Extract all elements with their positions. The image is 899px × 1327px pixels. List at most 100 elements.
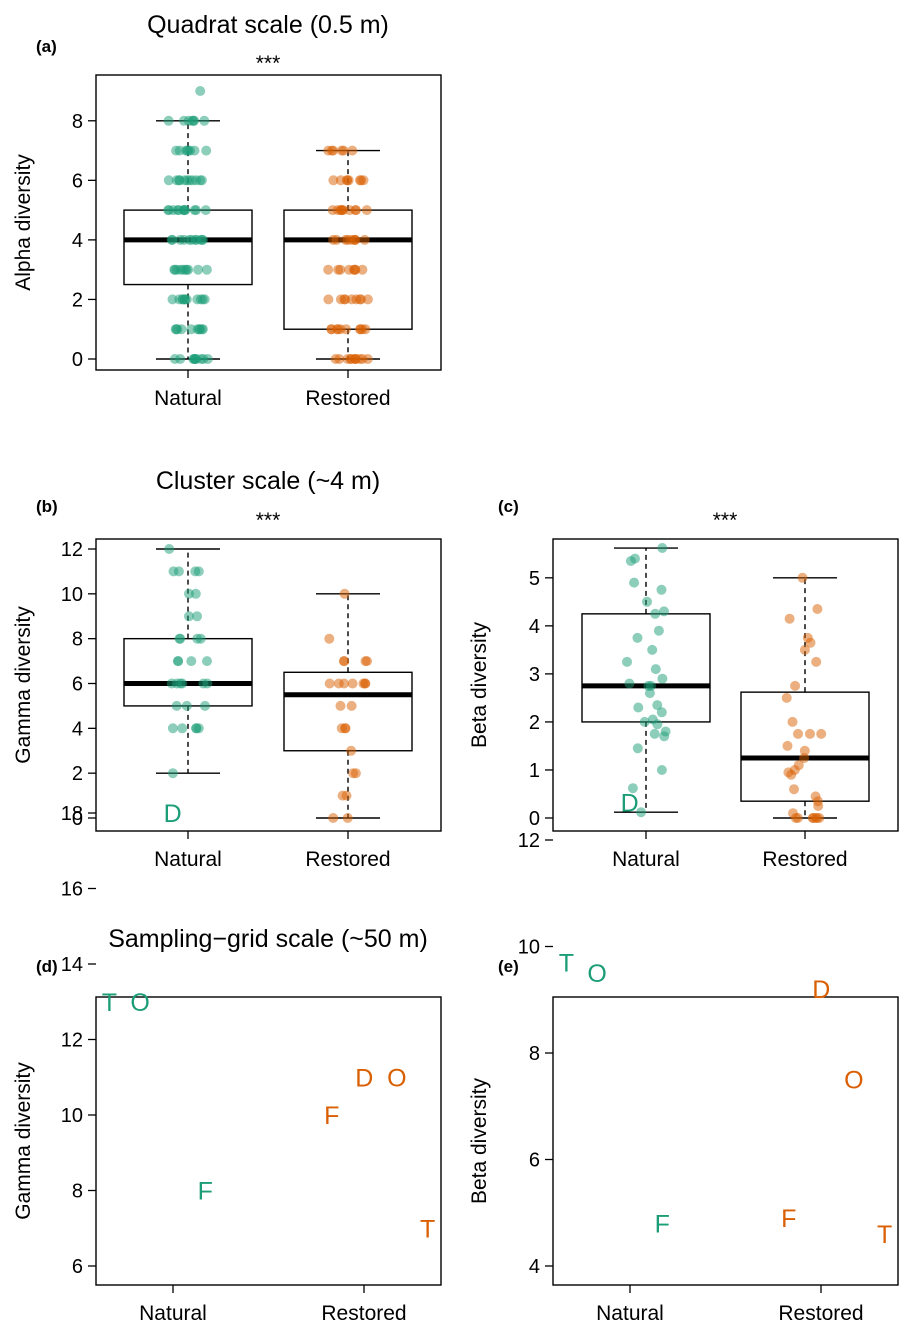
data-point xyxy=(659,606,669,617)
data-point xyxy=(340,234,351,245)
site-label-t: T xyxy=(420,1215,435,1243)
data-point xyxy=(182,145,193,156)
panel-tag: (b) xyxy=(36,497,58,516)
data-point xyxy=(164,544,175,554)
data-point xyxy=(168,566,179,577)
y-tick-label: 2 xyxy=(72,763,83,785)
data-point xyxy=(191,175,201,186)
section-title-quadrat: Quadrat scale (0.5 m) xyxy=(147,11,389,39)
x-tick-label: Natural xyxy=(154,848,222,871)
site-label-d: D xyxy=(355,1064,373,1092)
data-point xyxy=(346,294,357,305)
data-point xyxy=(347,145,358,156)
data-point xyxy=(199,115,210,126)
data-point xyxy=(358,678,369,689)
y-axis-label: Gamma diversity xyxy=(12,606,35,764)
panels: (a) *** 0 2 4 6 8 Alpha diversity Natural Restore… xyxy=(12,37,899,1325)
y-tick-label: 10 xyxy=(518,937,540,959)
box-natural xyxy=(581,547,711,813)
y-tick-label: 0 xyxy=(72,808,83,830)
panel-tag: (c) xyxy=(498,497,519,516)
plot-frame xyxy=(552,996,899,1286)
y-tick-label: 4 xyxy=(72,718,83,740)
y-tick-label: 6 xyxy=(72,1256,83,1278)
panel-b: (b) *** 0 2 4 6 8 10 12 Gamma diversity Natural Res… xyxy=(12,497,442,871)
data-point xyxy=(802,632,813,643)
site-label-f: F xyxy=(655,1210,670,1238)
data-point xyxy=(196,354,207,364)
data-point xyxy=(787,716,798,727)
data-point xyxy=(332,324,343,335)
data-point xyxy=(177,723,188,734)
data-point xyxy=(793,760,804,771)
y-tick-label: 5 xyxy=(529,568,540,590)
data-point xyxy=(350,354,361,364)
data-point xyxy=(656,707,667,718)
data-point xyxy=(650,664,661,675)
significance-label: *** xyxy=(713,509,738,532)
data-point xyxy=(201,264,212,275)
data-point xyxy=(186,324,197,335)
data-point xyxy=(361,205,372,216)
data-point xyxy=(171,700,182,711)
data-point xyxy=(195,294,206,305)
x-axis: Natural Restored xyxy=(612,831,848,871)
x-tick-label: Restored xyxy=(305,848,390,871)
x-tick-label: Restored xyxy=(762,848,847,871)
y-axis: 0 2 4 6 8 xyxy=(72,111,96,371)
plot-frame xyxy=(95,996,442,1286)
data-point xyxy=(639,716,650,727)
data-point xyxy=(347,678,358,689)
y-tick-label: 6 xyxy=(72,674,83,696)
data-point xyxy=(163,175,174,186)
data-point xyxy=(348,768,359,779)
data-point xyxy=(195,86,206,96)
panel-tag: (e) xyxy=(498,957,519,976)
panel-a: (a) *** 0 2 4 6 8 Alpha diversity Natural Restore… xyxy=(12,37,442,410)
y-tick-label: 6 xyxy=(529,1150,540,1172)
data-point xyxy=(647,714,658,725)
data-point xyxy=(324,633,335,644)
data-point xyxy=(797,572,808,583)
data-point xyxy=(339,588,350,599)
y-tick-label: 2 xyxy=(72,289,83,311)
y-axis: 4 6 8 10 12 xyxy=(518,830,553,1278)
data-point xyxy=(172,264,182,275)
data-point xyxy=(171,175,182,186)
data-point xyxy=(163,115,174,126)
data-point xyxy=(191,723,202,734)
data-point xyxy=(339,656,349,667)
section-title-cluster: Cluster scale (~4 m) xyxy=(156,467,380,495)
data-point xyxy=(179,115,189,126)
site-label-d: D xyxy=(164,800,182,828)
x-axis: Natural Restored xyxy=(154,831,391,871)
data-point xyxy=(169,354,180,364)
data-point xyxy=(636,807,647,818)
data-point xyxy=(656,584,667,595)
points-natural xyxy=(622,543,671,818)
site-label-d: D xyxy=(812,976,830,1004)
data-point xyxy=(173,656,184,667)
box-iqr xyxy=(123,637,253,707)
data-point xyxy=(201,145,212,156)
data-point xyxy=(362,294,373,305)
x-tick-label: Natural xyxy=(154,387,222,410)
data-point xyxy=(784,613,795,624)
y-tick-label: 18 xyxy=(61,803,83,825)
data-point xyxy=(195,633,206,644)
data-point xyxy=(799,753,810,763)
site-label-t: T xyxy=(559,950,574,978)
y-tick-label: 16 xyxy=(61,879,83,901)
data-point xyxy=(174,633,185,644)
data-point xyxy=(805,728,815,739)
data-point xyxy=(333,264,344,275)
box-iqr xyxy=(581,613,711,723)
data-point xyxy=(359,234,370,245)
data-point xyxy=(799,644,810,655)
data-point xyxy=(180,264,191,275)
data-point xyxy=(167,723,178,734)
points-restored xyxy=(781,572,827,823)
